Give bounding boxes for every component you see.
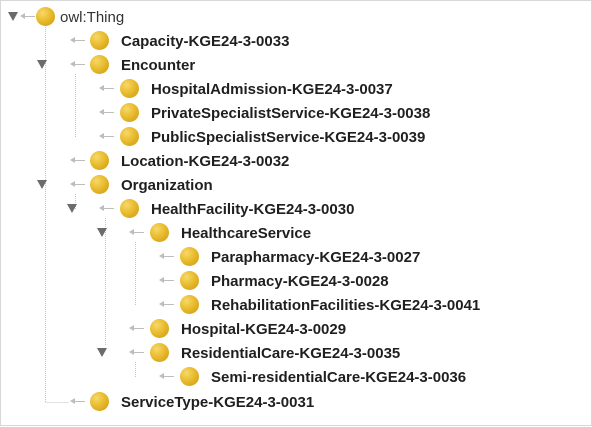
node-label: Encounter xyxy=(121,57,196,74)
subclass-arrow-icon xyxy=(70,181,85,187)
class-icon xyxy=(90,392,109,411)
node-label: owl:Thing xyxy=(60,9,125,26)
node-label: ResidentialCare-KGE24-3-0035 xyxy=(181,345,401,362)
node-label: Location-KGE24-3-0032 xyxy=(121,153,290,170)
tree-node-healthcare-service[interactable]: HealthcareService xyxy=(1,221,451,245)
subclass-arrow-icon xyxy=(70,157,85,163)
tree-node-hospital[interactable]: Hospital-KGE24-3-0029 xyxy=(1,317,451,341)
subclass-arrow-icon xyxy=(99,133,114,139)
tree-node-organization[interactable]: Organization xyxy=(1,173,401,197)
subclass-arrow-icon xyxy=(159,373,174,379)
collapse-triangle-icon[interactable] xyxy=(97,348,107,357)
class-icon xyxy=(36,7,55,26)
subclass-arrow-icon xyxy=(99,109,114,115)
node-label: Semi-residentialCare-KGE24-3-0036 xyxy=(211,369,467,386)
node-label: Capacity-KGE24-3-0033 xyxy=(121,33,290,50)
collapse-triangle-icon[interactable] xyxy=(37,180,47,189)
node-label: Hospital-KGE24-3-0029 xyxy=(181,321,347,338)
node-label: PrivateSpecialistService-KGE24-3-0038 xyxy=(151,105,431,122)
tree-node-owl-thing[interactable]: owl:Thing xyxy=(1,5,301,29)
class-icon xyxy=(180,295,199,314)
class-icon xyxy=(120,103,139,122)
tree-node-rehabilitation-facilities[interactable]: RehabilitationFacilities-KGE24-3-0041 xyxy=(1,293,571,317)
subclass-arrow-icon xyxy=(129,325,144,331)
tree-node-pharmacy[interactable]: Pharmacy-KGE24-3-0028 xyxy=(1,269,521,293)
subclass-arrow-icon xyxy=(129,229,144,235)
tree-node-encounter[interactable]: Encounter xyxy=(1,53,401,77)
tree-node-residential-care[interactable]: ResidentialCare-KGE24-3-0035 xyxy=(1,341,481,365)
node-label: Pharmacy-KGE24-3-0028 xyxy=(211,273,389,290)
subclass-arrow-icon xyxy=(70,37,85,43)
collapse-triangle-icon[interactable] xyxy=(97,228,107,237)
collapse-triangle-icon[interactable] xyxy=(37,60,47,69)
class-icon xyxy=(90,175,109,194)
collapse-triangle-icon[interactable] xyxy=(8,12,18,21)
tree-node-hospital-admission[interactable]: HospitalAdmission-KGE24-3-0037 xyxy=(1,77,501,101)
class-icon xyxy=(120,127,139,146)
node-label: Parapharmacy-KGE24-3-0027 xyxy=(211,249,421,266)
class-icon xyxy=(90,55,109,74)
subclass-arrow-icon xyxy=(70,61,85,67)
subclass-arrow-icon xyxy=(159,253,174,259)
node-label: HealthcareService xyxy=(181,225,312,242)
subclass-arrow-icon xyxy=(159,301,174,307)
subclass-arrow-icon xyxy=(99,205,114,211)
subclass-arrow-icon xyxy=(70,398,85,404)
class-icon xyxy=(180,271,199,290)
tree-node-private-specialist-service[interactable]: PrivateSpecialistService-KGE24-3-0038 xyxy=(1,101,501,125)
class-icon xyxy=(150,343,169,362)
subclass-arrow-icon xyxy=(99,85,114,91)
tree-node-public-specialist-service[interactable]: PublicSpecialistService-KGE24-3-0039 xyxy=(1,125,501,149)
tree-node-semi-residential-care[interactable]: Semi-residentialCare-KGE24-3-0036 xyxy=(1,365,541,389)
node-label: Organization xyxy=(121,177,213,194)
class-icon xyxy=(180,247,199,266)
class-icon xyxy=(150,223,169,242)
tree-node-service-type[interactable]: ServiceType-KGE24-3-0031 xyxy=(1,390,401,414)
class-icon xyxy=(120,199,139,218)
subclass-arrow-icon xyxy=(129,349,144,355)
tree-node-health-facility[interactable]: HealthFacility-KGE24-3-0030 xyxy=(1,197,451,221)
class-icon xyxy=(90,31,109,50)
node-label: HospitalAdmission-KGE24-3-0037 xyxy=(151,81,393,98)
class-icon xyxy=(180,367,199,386)
tree-node-parapharmacy[interactable]: Parapharmacy-KGE24-3-0027 xyxy=(1,245,521,269)
collapse-triangle-icon[interactable] xyxy=(67,204,77,213)
class-icon xyxy=(150,319,169,338)
subclass-arrow-icon xyxy=(159,277,174,283)
tree-node-capacity[interactable]: Capacity-KGE24-3-0033 xyxy=(1,29,401,53)
node-label: HealthFacility-KGE24-3-0030 xyxy=(151,201,355,218)
tree-node-location[interactable]: Location-KGE24-3-0032 xyxy=(1,149,401,173)
class-icon xyxy=(90,151,109,170)
subclass-arrow-icon xyxy=(20,13,35,19)
node-label: RehabilitationFacilities-KGE24-3-0041 xyxy=(211,297,481,314)
class-icon xyxy=(120,79,139,98)
node-label: ServiceType-KGE24-3-0031 xyxy=(121,394,315,411)
node-label: PublicSpecialistService-KGE24-3-0039 xyxy=(151,129,426,146)
